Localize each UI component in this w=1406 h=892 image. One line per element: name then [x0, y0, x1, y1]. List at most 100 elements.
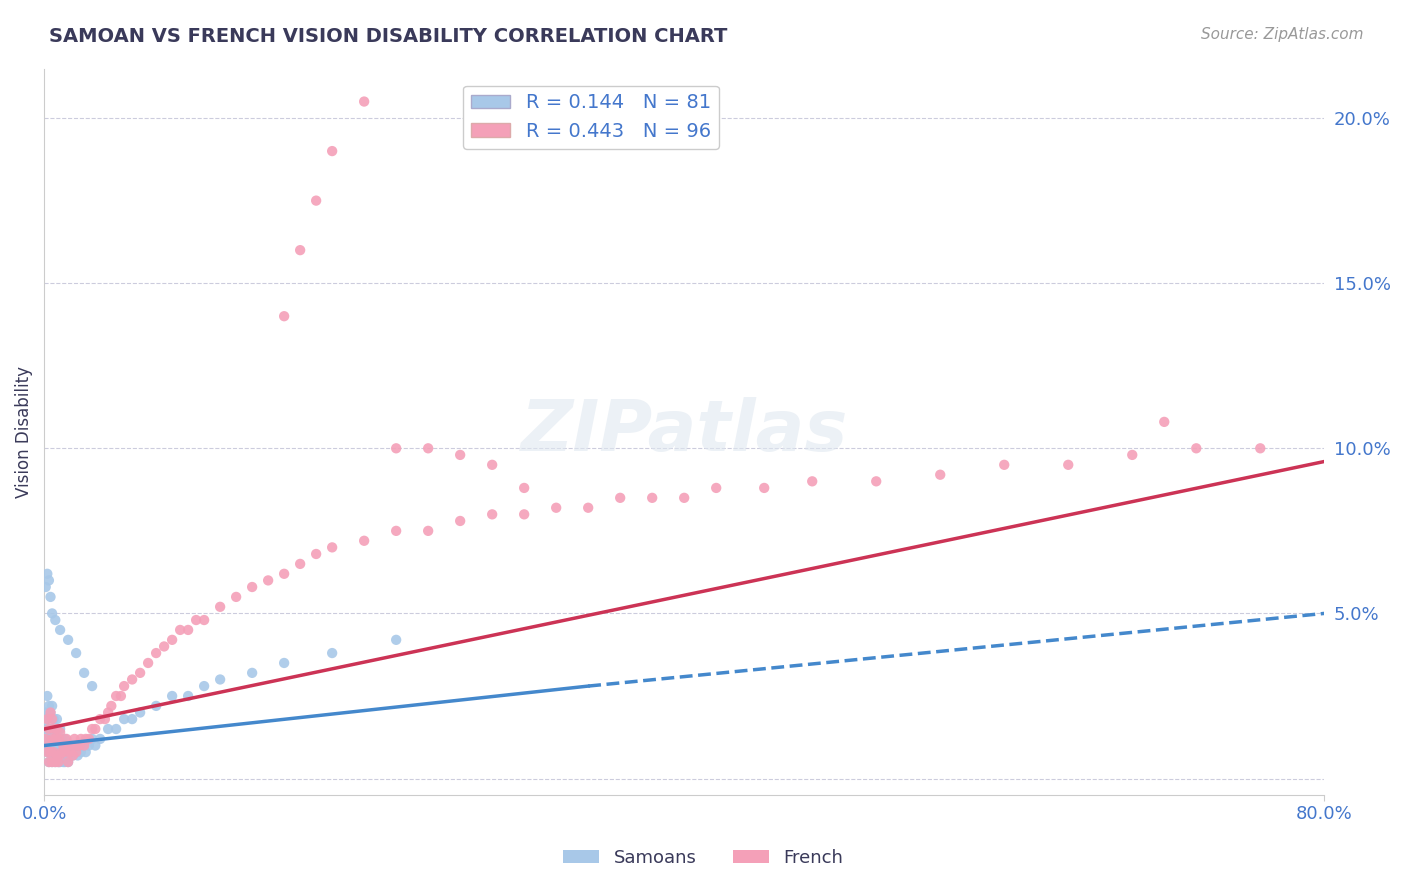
Point [65, 745, 87, 759]
Point [177, 623, 200, 637]
Point [51, 745, 73, 759]
Point [177, 689, 200, 703]
Point [385, 442, 408, 456]
Point [89, 712, 111, 726]
Point [52, 739, 75, 753]
Point [97, 706, 120, 720]
Point [41, 698, 63, 713]
Point [39, 590, 62, 604]
Point [38, 739, 60, 753]
Point [44, 613, 66, 627]
Point [121, 712, 143, 726]
Text: SAMOAN VS FRENCH VISION DISABILITY CORRELATION CHART: SAMOAN VS FRENCH VISION DISABILITY CORRE… [49, 27, 727, 45]
Point [41, 712, 63, 726]
Point [67, 739, 90, 753]
Point [184, 613, 207, 627]
Point [449, 514, 471, 528]
Point [65, 745, 87, 759]
Point [53, 731, 76, 746]
Text: ZIPatlas: ZIPatlas [520, 397, 848, 467]
Point [273, 566, 295, 581]
Y-axis label: Vision Disability: Vision Disability [15, 366, 32, 498]
Point [929, 467, 952, 482]
Point [48, 755, 70, 769]
Point [865, 475, 887, 489]
Point [62, 748, 84, 763]
Point [49, 725, 72, 739]
Point [41, 755, 63, 769]
Point [38, 574, 60, 588]
Point [39, 745, 62, 759]
Point [641, 491, 664, 505]
Point [38, 722, 60, 736]
Point [41, 739, 63, 753]
Point [56, 755, 79, 769]
Point [41, 731, 63, 746]
Point [1057, 458, 1080, 472]
Point [49, 623, 72, 637]
Point [67, 739, 90, 753]
Point [63, 731, 86, 746]
Point [59, 745, 82, 759]
Point [481, 458, 503, 472]
Point [56, 739, 79, 753]
Point [160, 632, 183, 647]
Point [49, 722, 72, 736]
Point [609, 491, 631, 505]
Point [35, 706, 58, 720]
Point [73, 739, 96, 753]
Point [209, 599, 232, 614]
Point [52, 755, 75, 769]
Point [129, 665, 152, 680]
Point [273, 309, 295, 323]
Point [55, 731, 77, 746]
Point [65, 646, 87, 660]
Point [45, 748, 67, 763]
Point [704, 481, 727, 495]
Point [44, 755, 66, 769]
Point [42, 745, 65, 759]
Point [49, 739, 72, 753]
Point [56, 755, 79, 769]
Point [70, 731, 93, 746]
Point [209, 673, 232, 687]
Point [481, 508, 503, 522]
Point [70, 745, 93, 759]
Point [39, 745, 62, 759]
Point [82, 731, 104, 746]
Point [385, 524, 408, 538]
Point [52, 739, 75, 753]
Point [82, 722, 104, 736]
Point [754, 481, 776, 495]
Point [136, 656, 159, 670]
Point [60, 739, 83, 753]
Point [1185, 442, 1208, 456]
Point [42, 731, 65, 746]
Point [56, 632, 79, 647]
Point [48, 755, 70, 769]
Point [153, 640, 176, 654]
Point [385, 632, 408, 647]
Point [129, 706, 152, 720]
Point [66, 739, 89, 753]
Point [94, 712, 117, 726]
Point [56, 745, 79, 759]
Point [39, 706, 62, 720]
Point [55, 748, 77, 763]
Point [321, 646, 343, 660]
Legend: Samoans, French: Samoans, French [555, 842, 851, 874]
Point [35, 580, 58, 594]
Point [145, 698, 167, 713]
Point [63, 745, 86, 759]
Point [801, 475, 824, 489]
Point [112, 712, 135, 726]
Point [576, 500, 599, 515]
Point [39, 706, 62, 720]
Point [38, 722, 60, 736]
Point [37, 712, 59, 726]
Point [75, 731, 97, 746]
Point [48, 731, 70, 746]
Point [73, 665, 96, 680]
Point [353, 95, 375, 109]
Point [84, 739, 107, 753]
